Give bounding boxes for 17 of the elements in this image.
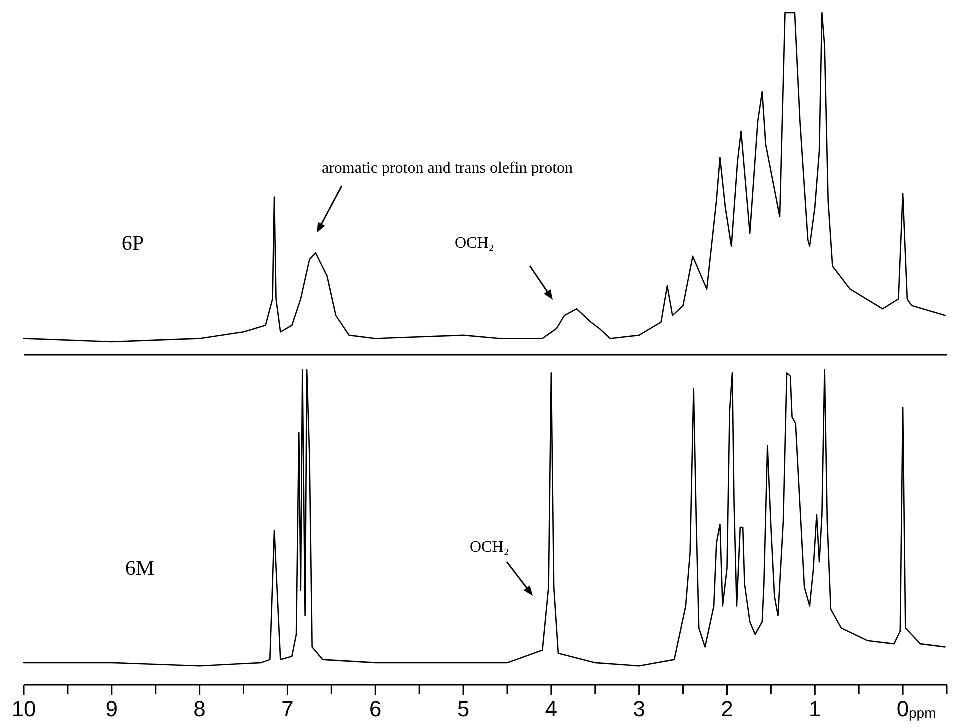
x-tick-label: 10: [12, 696, 36, 722]
x-tick-label: 5: [457, 696, 470, 722]
x-tick-label: 4: [545, 696, 558, 722]
x-tick-label: 6: [369, 696, 382, 722]
x-tick-label: 7: [282, 696, 294, 722]
text: 6M: [125, 556, 155, 580]
x-tick-label: 1: [809, 696, 822, 722]
x-axis-title: ppm: [909, 705, 936, 721]
annotation: aromatic proton and trans olefin proton: [322, 160, 574, 177]
x-tick-label: 3: [633, 696, 646, 722]
x-tick-label: 8: [194, 696, 206, 722]
x-tick-label: 0: [896, 696, 910, 722]
x-tick-label: 2: [721, 696, 734, 722]
annotation: OCH₂: [455, 235, 494, 252]
text: 6P: [122, 231, 144, 255]
x-tick-label: 9: [106, 696, 118, 722]
annotation: OCH₂: [470, 539, 510, 556]
